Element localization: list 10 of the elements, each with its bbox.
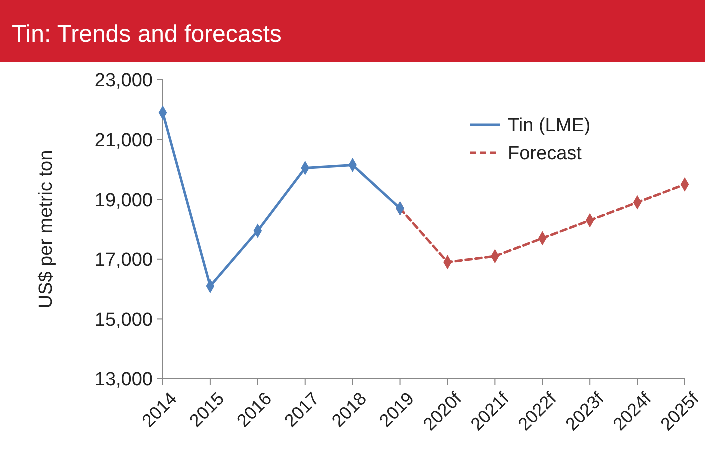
y-tick-label: 15,000 bbox=[94, 310, 153, 331]
y-tick-label: 23,000 bbox=[94, 70, 153, 92]
chart-title: Tin: Trends and forecasts bbox=[12, 21, 282, 48]
y-axis-title: US$ per metric ton bbox=[36, 150, 57, 309]
legend-label: Forecast bbox=[508, 144, 583, 165]
y-tick-label: 19,000 bbox=[94, 190, 153, 212]
y-tick-label: 13,000 bbox=[94, 370, 153, 391]
y-tick-label: 21,000 bbox=[94, 130, 153, 152]
y-tick-label: 17,000 bbox=[94, 250, 153, 272]
legend-label: Tin (LME) bbox=[508, 116, 591, 137]
